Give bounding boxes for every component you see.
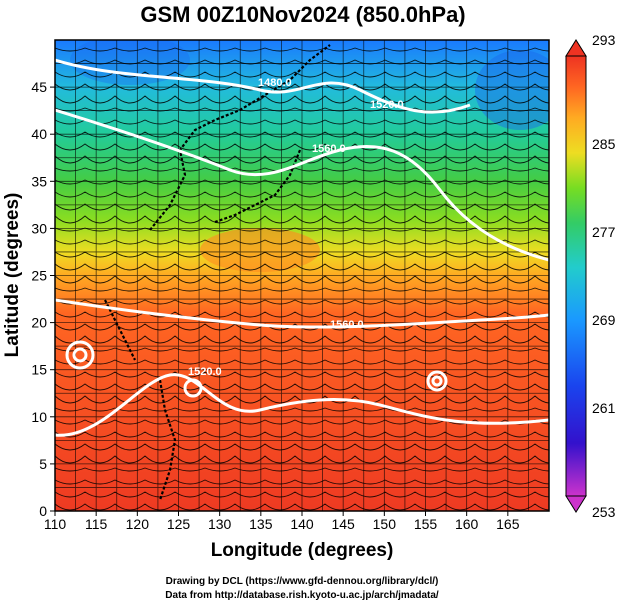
streamline xyxy=(55,275,549,284)
streamline xyxy=(55,419,549,425)
streamline xyxy=(55,143,549,151)
y-tick-label: 15 xyxy=(31,362,47,378)
plot-area: 1480.0 1520.0 1560.0 1560.0 1520.0 xyxy=(55,40,549,511)
streamline xyxy=(55,323,549,331)
streamline xyxy=(55,215,549,224)
y-tick-label: 5 xyxy=(39,456,47,472)
colorbar-tick-label: 285 xyxy=(592,136,616,152)
x-tick-label: 150 xyxy=(373,516,397,532)
x-tick-label: 165 xyxy=(496,516,520,532)
streamline xyxy=(55,491,549,498)
streamline xyxy=(55,59,549,65)
colorbar-bottom-arrow xyxy=(565,495,587,513)
cyclone-west-inner xyxy=(72,347,88,363)
colorbar-body xyxy=(565,55,587,497)
streamline xyxy=(55,191,549,198)
x-tick-label: 120 xyxy=(126,516,150,532)
streamline xyxy=(55,443,549,451)
contour-label-1520-north: 1520.0 xyxy=(370,99,404,111)
colorbar-top-arrow xyxy=(565,39,587,57)
contour-label-1520-south: 1520.0 xyxy=(188,366,222,378)
streamline xyxy=(55,503,549,511)
colorbar-tick-label: 269 xyxy=(592,312,616,328)
streamline xyxy=(55,155,549,164)
y-tick-label: 45 xyxy=(31,79,47,95)
streamline xyxy=(55,203,549,211)
credit-line-2: Data from http://database.rish.kyoto-u.a… xyxy=(165,590,439,601)
streamline xyxy=(55,263,549,271)
grid-lines xyxy=(55,40,549,511)
colorbar-tick-label: 277 xyxy=(592,224,616,240)
streamline xyxy=(55,407,549,412)
cyclone-rings xyxy=(65,340,448,398)
colorbar-tick-label: 293 xyxy=(592,32,616,48)
colorbar-ticks: 253 261 269 277 285 293 xyxy=(592,32,616,520)
y-tick-label: 20 xyxy=(31,315,47,331)
x-tick-label: 110 xyxy=(44,516,67,532)
streamline xyxy=(55,119,549,125)
streamline xyxy=(55,347,549,352)
x-tick-label: 155 xyxy=(414,516,438,532)
credit-line-1: Drawing by DCL (https://www.gfd-dennou.o… xyxy=(166,576,439,587)
streamline xyxy=(55,467,549,472)
streamline xyxy=(55,251,549,258)
colorbar-tick-label: 261 xyxy=(592,400,616,416)
contour-label-1480: 1480.0 xyxy=(258,77,292,89)
y-axis-ticks: 0 5 10 15 20 25 30 35 40 45 xyxy=(31,79,55,519)
contour-1520-south xyxy=(55,373,549,437)
y-tick-label: 10 xyxy=(31,409,47,425)
streamline xyxy=(55,83,549,91)
y-tick-label: 35 xyxy=(31,173,47,189)
streamline xyxy=(55,95,549,104)
cyclone-west xyxy=(65,340,95,370)
contour-1560 xyxy=(55,298,549,329)
cyclone-east-inner xyxy=(431,375,443,387)
streamline xyxy=(55,479,549,485)
streamline xyxy=(55,179,549,185)
x-tick-label: 160 xyxy=(455,516,479,532)
cyclone-center xyxy=(183,378,203,398)
y-tick-label: 40 xyxy=(31,126,47,142)
streamline xyxy=(55,383,549,391)
colorbar: 253 261 269 277 285 293 xyxy=(565,32,616,520)
streamline xyxy=(55,455,549,464)
streamlines xyxy=(55,47,549,511)
x-axis-ticks: 110 115 120 125 130 135 140 145 150 155 160 165 xyxy=(44,511,520,532)
streamline xyxy=(55,395,549,404)
colorbar-tick-label: 253 xyxy=(592,504,616,520)
x-tick-label: 115 xyxy=(85,516,108,532)
streamline xyxy=(55,167,549,172)
streamline xyxy=(55,299,549,305)
warm-anomaly xyxy=(200,228,320,272)
x-tick-label: 145 xyxy=(331,516,355,532)
y-axis-label: Latitude (degrees) xyxy=(2,193,23,358)
streamline xyxy=(55,131,549,138)
streamline xyxy=(55,287,549,292)
contour-label-1560-north: 1560.0 xyxy=(312,143,346,155)
chart-title: GSM 00Z10Nov2024 (850.0hPa) xyxy=(140,2,465,27)
x-tick-label: 140 xyxy=(290,516,314,532)
streamline xyxy=(55,359,549,365)
streamline xyxy=(55,71,549,78)
contour-1480 xyxy=(55,58,471,114)
y-tick-label: 30 xyxy=(31,220,47,236)
x-tick-label: 130 xyxy=(208,516,232,532)
x-tick-label: 135 xyxy=(249,516,273,532)
streamline xyxy=(55,107,549,112)
x-axis-label: Longitude (degrees) xyxy=(211,540,394,561)
streamline xyxy=(55,371,549,378)
streamline xyxy=(55,335,549,344)
contour-1520 xyxy=(55,108,549,262)
streamline xyxy=(55,47,549,52)
y-tick-label: 0 xyxy=(39,503,47,519)
streamline xyxy=(55,239,549,245)
x-tick-label: 125 xyxy=(167,516,191,532)
height-contours xyxy=(55,58,549,437)
cyclone-east xyxy=(426,370,448,392)
y-tick-label: 25 xyxy=(31,268,47,284)
streamline xyxy=(55,431,549,438)
contour-label-1560-south: 1560.0 xyxy=(330,319,364,331)
